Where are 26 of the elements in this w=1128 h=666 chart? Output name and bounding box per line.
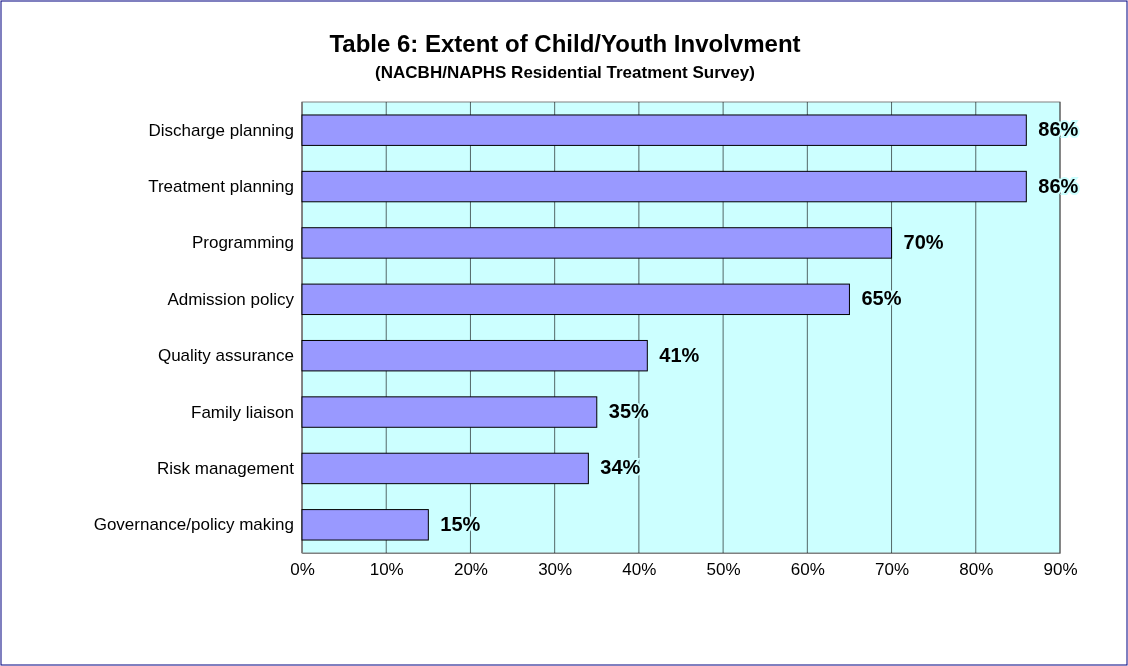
data-label: 70% bbox=[903, 230, 944, 253]
x-tick-label: 10% bbox=[369, 560, 404, 580]
chart-subtitle: (NACBH/NAPHS Residential Treatment Survey) bbox=[375, 63, 755, 82]
x-tick-label: 60% bbox=[790, 560, 825, 580]
x-tick-label: 40% bbox=[622, 560, 657, 580]
y-tick-label: Discharge planning bbox=[148, 120, 294, 140]
y-tick-label: Risk management bbox=[156, 458, 295, 478]
data-label: 86% bbox=[1038, 118, 1079, 141]
y-tick-label: Governance/policy making bbox=[93, 515, 294, 535]
y-tick-label: Admission policy bbox=[167, 289, 295, 309]
y-tick-label: Programming bbox=[191, 233, 294, 253]
data-label: 86% bbox=[1038, 174, 1079, 197]
x-tick-label: 30% bbox=[538, 560, 573, 580]
chart-title: Table 6: Extent of Child/Youth Involvment bbox=[329, 30, 801, 57]
x-tick-label: 0% bbox=[290, 560, 315, 580]
data-label: 34% bbox=[600, 456, 641, 479]
x-tick-label: 70% bbox=[875, 560, 910, 580]
x-tick-label: 90% bbox=[1043, 560, 1078, 580]
x-tick-label: 80% bbox=[959, 560, 994, 580]
x-tick-label: 20% bbox=[453, 560, 488, 580]
x-tick-label: 50% bbox=[706, 560, 741, 580]
data-label: 41% bbox=[659, 343, 700, 366]
y-tick-label: Family liaison bbox=[191, 402, 294, 422]
y-tick-label: Quality assurance bbox=[157, 346, 294, 366]
y-tick-label: Treatment planning bbox=[148, 177, 294, 196]
data-label: 35% bbox=[608, 400, 650, 423]
